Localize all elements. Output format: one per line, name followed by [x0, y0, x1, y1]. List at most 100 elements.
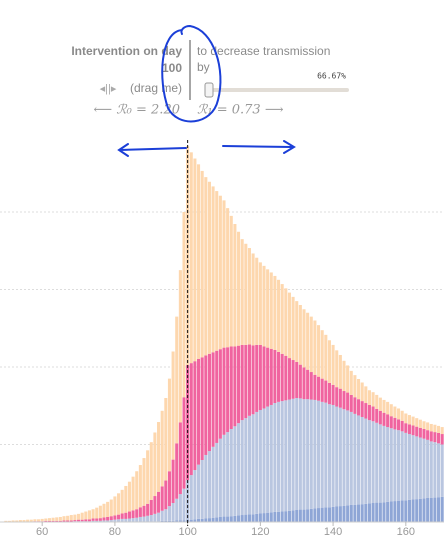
- bar-segment: [361, 401, 364, 417]
- bar-segment: [357, 505, 360, 522]
- bar-segment: [237, 346, 240, 424]
- bar-segment: [252, 514, 255, 522]
- bar-segment: [328, 404, 331, 507]
- bar-segment: [310, 400, 313, 509]
- bar-segment: [426, 440, 429, 498]
- bar-segment: [342, 409, 345, 505]
- bar-segment: [219, 517, 222, 522]
- bar-segment: [241, 420, 244, 515]
- bar-segment: [364, 504, 367, 522]
- bar-segment: [415, 418, 418, 427]
- bar-segment: [328, 383, 331, 404]
- slider-value: 66.67%: [317, 72, 346, 81]
- bar-segment: [321, 379, 324, 402]
- bar-segment: [386, 427, 389, 502]
- bar-segment: [332, 405, 335, 507]
- bar-segment: [324, 335, 327, 381]
- bar-segment: [193, 159, 196, 362]
- bar-segment: [266, 269, 269, 347]
- bar-segment: [317, 325, 320, 377]
- bar-segment: [299, 398, 302, 509]
- bar-segment: [353, 414, 356, 505]
- bar-segment: [84, 512, 87, 520]
- bar-segment: [441, 497, 444, 522]
- bar-segment: [302, 309, 305, 367]
- bar-segment: [139, 507, 142, 517]
- bar-segment: [266, 513, 269, 522]
- bar-segment: [273, 276, 276, 350]
- bar-segment: [342, 506, 345, 522]
- bar-segment: [273, 512, 276, 522]
- bar-segment: [350, 395, 353, 412]
- bar-segment: [135, 471, 138, 509]
- bar-segment: [88, 519, 91, 521]
- bar-segment: [142, 458, 145, 506]
- bar-segment: [208, 354, 211, 451]
- bar-segment: [208, 182, 211, 354]
- bar-segment: [204, 455, 207, 519]
- bar-segment: [441, 427, 444, 434]
- bar-segment: [70, 515, 73, 520]
- bar-segment: [401, 500, 404, 522]
- bar-segment: [222, 200, 225, 347]
- bar-segment: [113, 515, 116, 519]
- bar-segment: [441, 434, 444, 444]
- bar-segment: [193, 470, 196, 519]
- slider-track[interactable]: [205, 88, 349, 92]
- bar-segment: [361, 504, 364, 522]
- bar-segment: [113, 520, 116, 522]
- bar-segment: [66, 520, 69, 521]
- bar-segment: [393, 429, 396, 501]
- bar-segment: [99, 518, 102, 521]
- bar-segment: [255, 412, 258, 514]
- intervention-control: Intervention on day 100 to decrease tran…: [71, 40, 349, 118]
- bar-segment: [190, 363, 193, 475]
- bar-segment: [270, 349, 273, 405]
- bar-segment: [259, 410, 262, 513]
- bar-segment: [375, 503, 378, 522]
- x-tick-label: 140: [324, 526, 342, 537]
- bar-segment: [415, 436, 418, 499]
- bar-segment: [204, 355, 207, 455]
- slider-thumb[interactable]: [205, 83, 213, 97]
- bar-segment: [153, 514, 156, 521]
- bar-segment: [153, 432, 156, 496]
- bar-segment: [306, 313, 309, 370]
- bar-segment: [350, 371, 353, 395]
- bar-segment: [95, 519, 98, 521]
- bar-segment: [157, 492, 160, 513]
- bar-segment: [419, 420, 422, 428]
- bar-segment: [375, 409, 378, 423]
- left-arrow: [119, 144, 186, 156]
- bar-segment: [361, 383, 364, 402]
- bar-segment: [22, 520, 25, 522]
- bar-segment: [288, 511, 291, 522]
- bar-segment: [233, 516, 236, 522]
- bar-segment: [8, 521, 11, 522]
- bar-segment: [233, 346, 236, 426]
- bar-segment: [128, 512, 131, 519]
- bar-segment: [153, 496, 156, 514]
- bar-segment: [179, 494, 182, 520]
- bar-segment: [353, 397, 356, 414]
- bar-segment: [295, 398, 298, 510]
- bar-segment: [335, 407, 338, 507]
- bar-segment: [230, 429, 233, 516]
- bar-segment: [317, 377, 320, 401]
- bar-segment: [59, 517, 62, 521]
- bar-segment: [237, 232, 240, 346]
- bar-segment: [190, 152, 193, 363]
- bar-segment: [295, 362, 298, 398]
- bar-segment: [241, 515, 244, 522]
- bar-segment: [175, 499, 178, 521]
- bar-segment: [441, 445, 444, 497]
- bar-segment: [161, 411, 164, 487]
- bar-segment: [270, 512, 273, 522]
- bar-segment: [259, 513, 262, 522]
- bar-segment: [157, 422, 160, 492]
- bar-segment: [430, 498, 433, 522]
- bar-segment: [81, 520, 84, 522]
- bar-segment: [121, 490, 124, 514]
- bar-segment: [110, 500, 113, 517]
